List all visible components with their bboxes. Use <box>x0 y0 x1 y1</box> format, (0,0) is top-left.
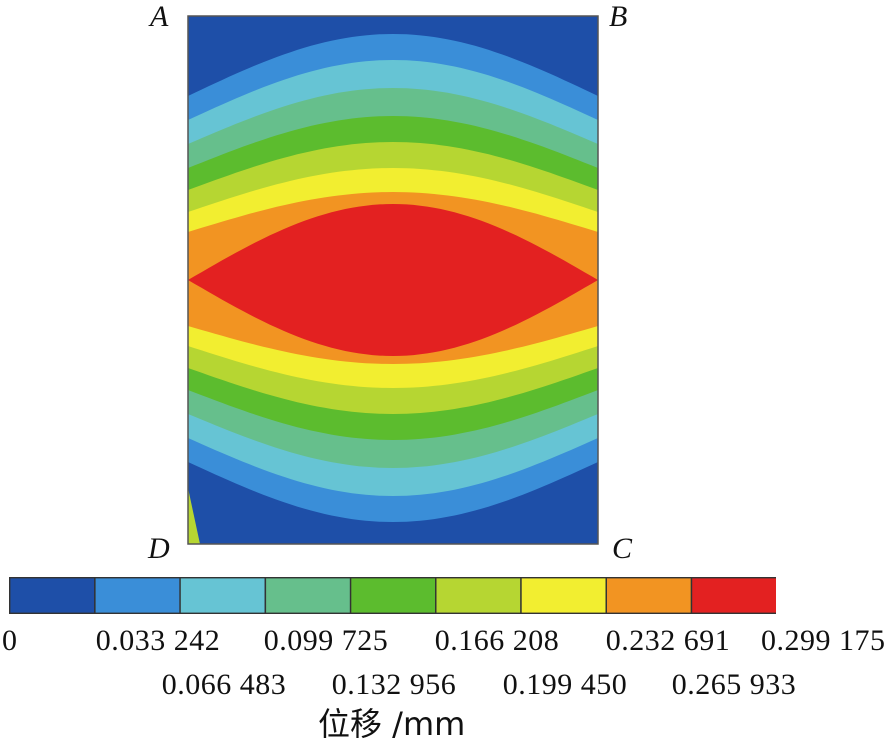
legend-tick-0: 0 <box>2 624 18 657</box>
legend-tick-7: 0.265 933 <box>671 668 797 701</box>
legend-tick-5: 0.199 450 <box>502 668 628 701</box>
legend-tick-10: 0.299 175 <box>761 624 886 657</box>
corner-label-a: A <box>150 0 169 33</box>
legend-cell-6 <box>520 577 607 614</box>
legend-cell-5 <box>435 577 522 614</box>
contour-band-8 <box>188 204 598 356</box>
legend-tick-4: 0.099 725 <box>263 624 389 657</box>
legend-cell-0 <box>9 577 96 614</box>
contour-bands <box>188 16 598 544</box>
legend-tick-2: 0.033 242 <box>95 624 221 657</box>
legend-cell-8 <box>690 577 776 614</box>
legend-cell-3 <box>264 577 352 614</box>
legend-title: 位移 /mm <box>318 705 466 743</box>
corner-label-d: D <box>148 532 170 565</box>
legend-tick-6: 0.166 208 <box>434 624 560 657</box>
color-legend-bar <box>9 577 776 614</box>
legend-cell-4 <box>349 577 437 614</box>
legend-tick-1: 0.066 483 <box>161 668 287 701</box>
corner-label-c: C <box>612 532 633 565</box>
legend-tick-3: 0.132 956 <box>331 668 457 701</box>
plate-border <box>187 15 599 545</box>
legend-tick-8: 0.232 691 <box>605 624 731 657</box>
corner-d-artifact <box>188 488 200 544</box>
legend-cell-2 <box>179 577 267 614</box>
corner-label-b: B <box>609 0 628 33</box>
legend-cell-7 <box>605 577 693 614</box>
legend-cell-1 <box>94 577 181 614</box>
